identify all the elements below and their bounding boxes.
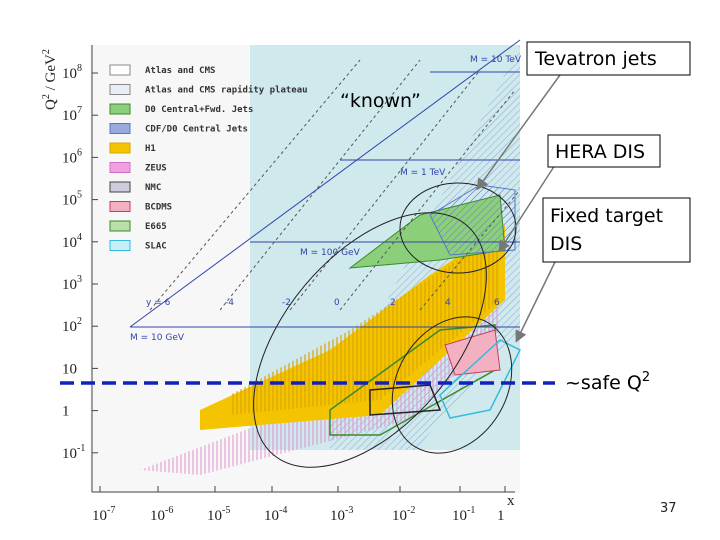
tick-label: 10-6: [150, 505, 173, 524]
mass-label: M = 1 TeV: [400, 168, 446, 178]
rapidity-label: -4: [225, 298, 234, 308]
ellipses: [253, 182, 517, 468]
slac-region: [439, 339, 522, 419]
tick-label: 107: [62, 105, 82, 124]
callout: Tevatron jets: [534, 48, 657, 70]
mass-label: M = 100 GeV: [300, 248, 361, 258]
tick-label: 105: [62, 190, 82, 209]
mass-label: M = 10 GeV: [130, 333, 185, 343]
tick-label: 10-5: [207, 505, 230, 524]
tick-label: 1: [497, 508, 505, 524]
callout: DIS: [550, 233, 582, 255]
rapidity-label: 4: [445, 298, 451, 308]
legend-swatch: [109, 103, 131, 115]
legend-swatch: [109, 84, 131, 95]
tick-label: 1: [62, 404, 70, 420]
callout: Fixed target: [550, 205, 663, 227]
tick-label: 10-1: [452, 505, 475, 524]
x-axis-label: x: [507, 493, 515, 509]
rapidity-label: 2: [390, 298, 396, 308]
legend-swatch: [109, 64, 131, 76]
y-axis-label: Q2 / GeV2: [41, 49, 59, 110]
mass-lines: [129, 39, 521, 328]
zeus-region: [140, 285, 500, 475]
legend-label: SLAC: [145, 242, 167, 252]
legend-label: BCDMS: [145, 203, 172, 213]
x-ticks: 10-7 10-6 10-5 10-4 10-3 10-2 10-1 1: [92, 486, 506, 524]
legend: Atlas and CMS Atlas and CMS rapidity plat…: [109, 64, 308, 252]
legend-label: E665: [145, 222, 167, 232]
tick-label: 10-1: [62, 443, 85, 462]
rapidity-label: -2: [282, 298, 291, 308]
tick-label: 108: [62, 63, 82, 82]
bcdms-region: [444, 329, 501, 376]
tick-label: 104: [62, 232, 82, 251]
slide-number: 37: [660, 501, 677, 516]
legend-label: Atlas and CMS rapidity plateau: [145, 85, 308, 96]
tick-label: 10-3: [330, 505, 353, 524]
legend-label: Atlas and CMS: [145, 66, 215, 76]
annotation: “known”: [340, 90, 421, 112]
tick-label: 10-7: [92, 505, 115, 524]
nmc-region: [369, 384, 442, 416]
tick-label: 103: [62, 274, 82, 293]
legend-swatch: [109, 181, 131, 193]
rapidity-label: y = 6: [146, 298, 171, 308]
plot: M = 100 GeV M = 10 TeV M = 1 TeV M = 10 …: [41, 39, 522, 524]
callout-box: [542, 197, 691, 263]
rapidity-label: 0: [334, 298, 340, 308]
rapidity-lines: [149, 59, 521, 311]
callout-box: [547, 134, 661, 168]
mass-label: M = 10 TeV: [470, 55, 522, 65]
arrows: [476, 74, 561, 343]
tick-label: 10-2: [392, 505, 415, 524]
rapidity-label: 6: [494, 298, 500, 308]
legend-swatch: [109, 220, 131, 232]
legend-swatch: [109, 240, 131, 251]
legend-label: D0 Central+Fwd. Jets: [145, 105, 253, 115]
tick-label: 106: [62, 147, 82, 166]
callout: HERA DIS: [555, 141, 645, 163]
legend-swatch: [109, 201, 131, 212]
tick-label: 102: [62, 316, 82, 335]
callout: ~safe Q2: [565, 370, 650, 394]
legend-swatch: [109, 123, 131, 134]
legend-label: CDF/D0 Central Jets: [145, 125, 248, 135]
legend-label: H1: [145, 144, 156, 154]
legend-label: ZEUS: [145, 164, 167, 174]
tick-label: 10: [62, 361, 77, 377]
legend-swatch: [109, 162, 131, 173]
legend-swatch: [109, 142, 131, 154]
legend-label: NMC: [145, 183, 161, 193]
tick-label: 10-4: [264, 505, 287, 524]
callout-box: [526, 41, 691, 76]
